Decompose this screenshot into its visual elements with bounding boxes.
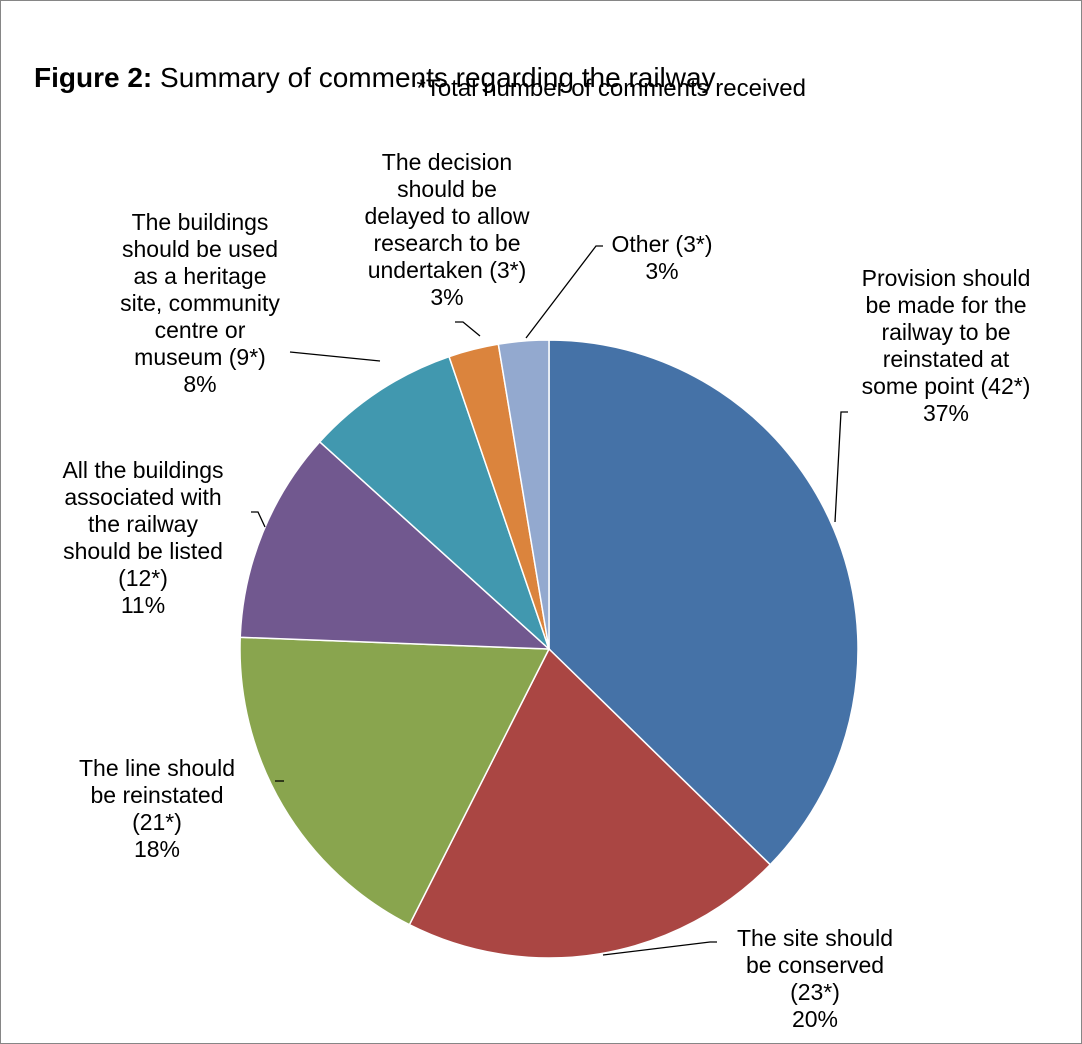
slice-label-line: some point (42*) [862,373,1031,399]
figure-number: Figure 2: [34,62,153,93]
slice-label-line: should be used [122,236,278,262]
slice-label-line: should be [397,176,497,202]
slice-label-line: railway to be [881,319,1010,345]
slice-label-line: The decision [382,149,512,175]
slice-label: Other (3*) 3% [612,231,713,284]
slice-label-line: The line should [79,755,235,781]
slice-label: The line should be reinstated (21*) 18% [79,755,235,862]
slice-label: Provision should be made for the railway t… [862,265,1031,426]
slice-label-line: Other (3*) [612,231,713,257]
slice-label-line: should be listed [63,538,223,564]
pie-slice [548,339,859,866]
slice-percent: 11% [121,592,165,618]
slice-label-line: site, community [120,290,280,316]
slice-label: The buildings should be used as a heritage… [120,209,280,397]
leader-line [602,941,717,956]
leader-line [455,321,481,337]
pie-slice [239,440,552,650]
slice-percent: 3% [430,284,463,310]
slice-label-line: delayed to allow [365,203,530,229]
slice-label-line: Provision should [862,265,1031,291]
leader-line [525,245,603,339]
slice-label-line: associated with [64,484,221,510]
chart-title: Figure 2: Summary of comments regarding … [34,62,934,94]
chart-title-text: Summary of comments regarding the railwa… [160,62,716,93]
slice-label-line: undertaken (3*) [368,257,527,283]
slice-label-line: the railway [88,511,198,537]
slice-label-line: be made for the [865,292,1026,318]
slice-label-line: All the buildings [62,457,223,483]
slice-label-line: reinstated at [883,346,1010,372]
slice-label-line: museum (9*) [134,344,266,370]
slice-percent: 8% [183,371,216,397]
pie-slice [318,355,551,652]
slice-label-line: as a heritage [134,263,267,289]
leader-line [834,411,848,523]
leader-line [289,351,381,362]
slice-label-line: The site should [737,925,893,951]
slice-label: The site should be conserved (23*) 20% [737,925,893,1032]
slice-percent: 3% [645,258,678,284]
slice-percent: 37% [923,400,969,426]
pie-slice [408,647,772,959]
slice-label-line: (12*) [118,565,168,591]
slice-label-line: be reinstated [91,782,224,808]
leader-line [251,511,266,528]
pie-slice [497,339,550,650]
chart-subtitle: *Total number of comments received [416,75,806,102]
slice-percent: 20% [792,1006,838,1032]
slice-label: All the buildings associated with the rail… [62,457,223,618]
slice-label-line: The buildings [132,209,269,235]
slice-label: The decision should be delayed to allow res… [365,149,530,310]
slice-label-line: (21*) [132,809,182,835]
slice-label-line: be conserved [746,952,884,978]
slice-label-line: research to be [373,230,520,256]
slice-label-line: (23*) [790,979,840,1005]
slice-label-line: centre or [155,317,246,343]
pie-slice [239,636,551,926]
slice-percent: 18% [134,836,180,862]
